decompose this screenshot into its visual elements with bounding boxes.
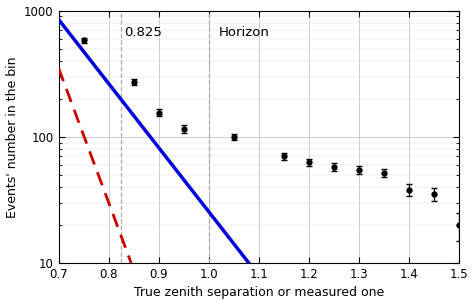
Y-axis label: Events' number in the bin: Events' number in the bin — [6, 56, 18, 217]
Text: 0.825: 0.825 — [124, 26, 162, 39]
Text: Horizon: Horizon — [219, 26, 270, 39]
X-axis label: True zenith separation or measured one: True zenith separation or measured one — [134, 286, 384, 300]
